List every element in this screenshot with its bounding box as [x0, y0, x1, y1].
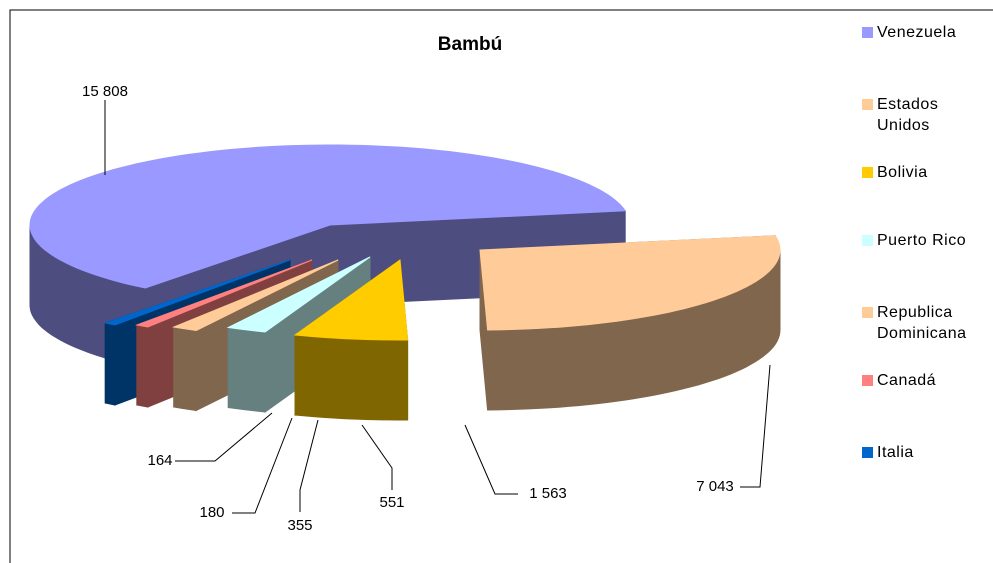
leader-line: [232, 417, 293, 514]
legend-swatch: [862, 27, 873, 38]
slice-wall: [294, 334, 409, 421]
legend-swatch: [862, 447, 873, 458]
data-label: 355: [287, 517, 312, 534]
data-label: 164: [147, 452, 172, 469]
legend-item: Estados Unidos: [862, 94, 987, 136]
legend-label: Venezuela: [877, 24, 957, 41]
slice: [103, 259, 291, 326]
leader-line: [361, 424, 393, 490]
leader-line: [740, 364, 771, 488]
legend-label: Puerto Rico: [877, 232, 967, 249]
data-label: 15 808: [82, 83, 128, 100]
slice: [29, 144, 627, 289]
data-label: 551: [379, 494, 404, 511]
slice-wall: [104, 322, 116, 406]
legend-label: Italia: [877, 444, 914, 461]
legend-swatch: [862, 167, 873, 178]
slice: [135, 259, 313, 328]
leader-line: [464, 424, 518, 495]
leader-line: [175, 412, 273, 462]
chart-title: Bambú: [438, 34, 502, 55]
slice: [293, 259, 409, 341]
legend-label: Republica Dominicana: [877, 304, 967, 342]
chart-border: [9, 9, 993, 563]
data-label: 1 563: [529, 485, 567, 502]
legend-item: Italia: [862, 442, 987, 463]
slice: [479, 235, 781, 331]
legend-label: Bolivia: [877, 164, 928, 181]
legend-item: Republica Dominicana: [862, 302, 987, 344]
legend-item: Bolivia: [862, 162, 987, 183]
slice-wall: [136, 324, 149, 408]
legend-swatch: [862, 235, 873, 246]
legend-item: Canadá: [862, 370, 987, 391]
legend-swatch: [862, 307, 873, 318]
slice: [226, 256, 371, 333]
legend-item: Puerto Rico: [862, 230, 987, 251]
legend-label: Canadá: [877, 372, 937, 389]
slice-wall: [227, 326, 266, 413]
legend-swatch: [862, 375, 873, 386]
slice-wall: [173, 326, 197, 412]
legend-swatch: [862, 99, 873, 110]
data-label: 180: [199, 504, 224, 521]
leader-line: [299, 419, 319, 512]
legend-label: Estados Unidos: [877, 96, 939, 134]
slice: [171, 259, 339, 332]
legend-item: Venezuela: [862, 22, 987, 43]
data-label: 7 043: [696, 478, 734, 495]
